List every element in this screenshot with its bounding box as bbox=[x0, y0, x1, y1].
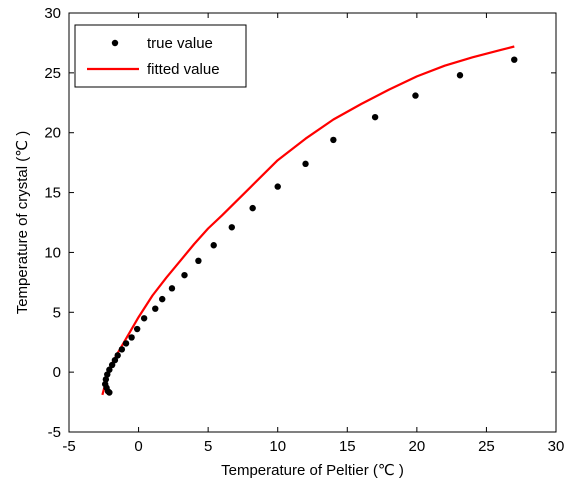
true-value-point bbox=[371, 113, 379, 121]
true-value-point bbox=[104, 371, 111, 378]
x-tick-label: 0 bbox=[134, 438, 142, 455]
true-value-point bbox=[511, 56, 518, 63]
true-value-point bbox=[210, 242, 217, 249]
y-axis-label: Temperature of crystal (℃ ) bbox=[14, 131, 31, 315]
y-tick-label: 5 bbox=[53, 304, 61, 321]
legend-label: fitted value bbox=[147, 61, 220, 78]
legend-label: true value bbox=[147, 35, 213, 52]
y-tick-label: 15 bbox=[44, 185, 61, 202]
true-value-point bbox=[111, 356, 119, 364]
true-value-point bbox=[106, 389, 113, 396]
axis-ticks bbox=[68, 12, 557, 433]
true-value-point bbox=[330, 136, 337, 144]
true-value-point bbox=[118, 346, 126, 353]
true-value-point bbox=[108, 361, 116, 369]
true-value-point bbox=[159, 295, 166, 303]
true-value-point bbox=[168, 285, 176, 292]
true-value-point bbox=[152, 305, 159, 312]
true-value-point bbox=[133, 325, 141, 333]
x-tick-label: 20 bbox=[409, 438, 426, 455]
y-tick-label: -5 bbox=[48, 424, 61, 441]
true-value-point bbox=[195, 257, 202, 265]
x-tick-label: 25 bbox=[478, 438, 495, 455]
y-tick-label: 25 bbox=[44, 65, 61, 82]
x-tick-label: 10 bbox=[269, 438, 286, 455]
true-value-point bbox=[101, 380, 109, 388]
true-value-point bbox=[302, 160, 309, 168]
true-value-point bbox=[181, 271, 188, 279]
x-tick-label: 30 bbox=[548, 438, 565, 455]
y-tick-label: 20 bbox=[44, 125, 61, 142]
true-value-point bbox=[106, 366, 113, 373]
legend: true value fitted value bbox=[74, 24, 247, 88]
legend-marker-true-value bbox=[111, 39, 119, 47]
x-tick-label: -5 bbox=[62, 438, 75, 455]
true-value-point bbox=[140, 315, 148, 322]
y-tick-label: 30 bbox=[44, 5, 61, 22]
x-tick-label: 15 bbox=[339, 438, 356, 455]
true-value-point bbox=[228, 224, 235, 231]
tick-labels: -5 0 5 10 15 20 25 30 -5 0 5 10 15 20 25 30 bbox=[44, 5, 564, 455]
x-tick-label: 5 bbox=[204, 438, 212, 455]
series-layer bbox=[101, 45, 518, 396]
true-value-point bbox=[128, 334, 135, 341]
true-value-point bbox=[122, 340, 130, 347]
x-axis-label: Temperature of Peltier (℃ ) bbox=[221, 462, 404, 479]
y-tick-label: 0 bbox=[53, 364, 61, 381]
true-value-point bbox=[274, 183, 281, 190]
true-value-point bbox=[249, 204, 256, 212]
true-value-point bbox=[412, 92, 419, 99]
true-value-point bbox=[456, 72, 464, 79]
legend-box bbox=[74, 24, 247, 88]
true-value-point bbox=[114, 352, 121, 359]
y-tick-label: 10 bbox=[44, 244, 61, 261]
